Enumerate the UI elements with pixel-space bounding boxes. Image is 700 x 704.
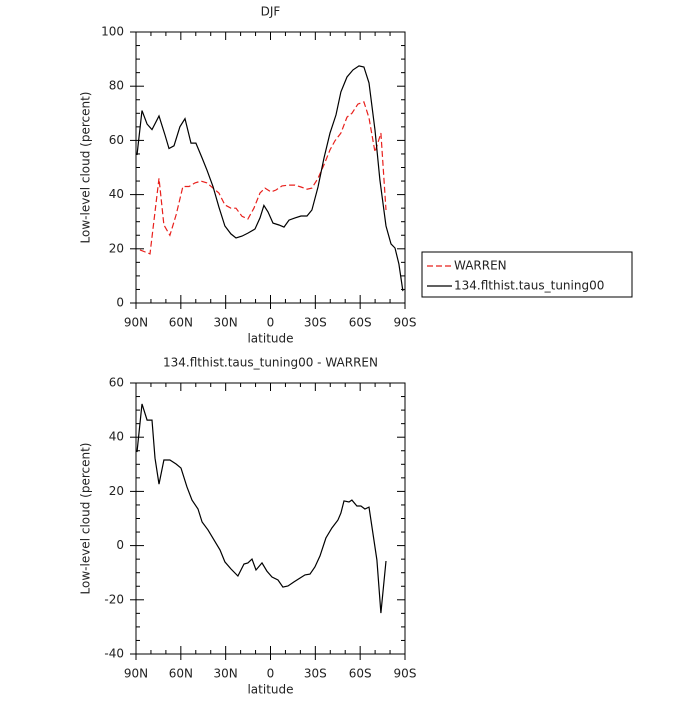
y-tick-label: 60 [109, 133, 124, 147]
y-tick-label: 20 [109, 484, 124, 498]
legend-label: 134.flthist.taus_tuning00 [454, 279, 604, 293]
y-tick-label: -20 [104, 592, 124, 606]
y-tick-label: 40 [109, 430, 124, 444]
x-tick-label: 90S [394, 667, 417, 681]
x-tick-label: 30S [304, 316, 327, 330]
x-tick-label: 30N [214, 667, 238, 681]
plot-frame [135, 382, 406, 655]
x-tick-label: 30N [214, 316, 238, 330]
y-tick-label: 40 [109, 187, 124, 201]
x-tick-label: 60S [349, 316, 372, 330]
x-tick-label: 90N [124, 316, 148, 330]
series-line [136, 403, 387, 614]
legend-box [421, 251, 633, 298]
x-axis-label: latitude [247, 332, 293, 346]
x-tick-label: 0 [267, 667, 275, 681]
y-tick-label: 60 [109, 376, 124, 390]
x-tick-label: 0 [267, 316, 275, 330]
x-tick-label: 30S [304, 667, 327, 681]
y-axis-label: Low-level cloud (percent) [79, 443, 93, 595]
x-tick-label: 60N [169, 316, 193, 330]
y-axis-label: Low-level cloud (percent) [79, 92, 93, 244]
chart-title: 134.flthist.taus_tuning00 - WARREN [163, 356, 378, 370]
series-line [139, 101, 387, 255]
x-tick-label: 60N [169, 667, 193, 681]
series-line [136, 65, 404, 292]
x-axis-label: latitude [247, 683, 293, 697]
x-tick-label: 60S [349, 667, 372, 681]
y-tick-label: -40 [104, 647, 124, 661]
y-tick-label: 20 [109, 241, 124, 255]
y-tick-label: 0 [116, 538, 124, 552]
legend-label: WARREN [454, 259, 507, 273]
plot-frame [135, 31, 406, 304]
x-tick-label: 90N [124, 667, 148, 681]
x-tick-label: 90S [394, 316, 417, 330]
chart-title: DJF [261, 5, 281, 19]
y-tick-label: 0 [116, 296, 124, 310]
y-tick-label: 80 [109, 79, 124, 93]
y-tick-label: 100 [101, 25, 124, 39]
